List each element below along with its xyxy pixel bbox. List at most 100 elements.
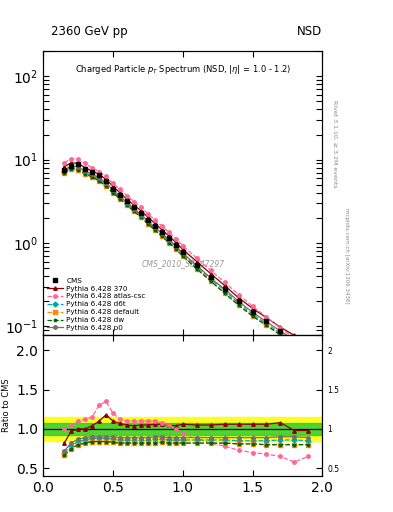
Pythia 6.428 d6t — [104, 182, 108, 188]
Pythia 6.428 dw — [306, 349, 310, 355]
Pythia 6.428 370 — [62, 164, 66, 170]
Pythia 6.428 atlas-csc — [76, 156, 81, 162]
Pythia 6.428 d6t — [236, 300, 241, 306]
Pythia 6.428 default — [195, 266, 199, 272]
Pythia 6.428 atlas-csc — [90, 165, 94, 171]
Line: Pythia 6.428 dw: Pythia 6.428 dw — [62, 167, 310, 354]
Pythia 6.428 p0 — [76, 164, 81, 170]
Pythia 6.428 dw — [138, 214, 143, 220]
Pythia 6.428 370 — [118, 190, 122, 196]
Pythia 6.428 d6t — [62, 168, 66, 175]
Pythia 6.428 atlas-csc — [173, 236, 178, 242]
Pythia 6.428 370 — [125, 196, 129, 202]
Pythia 6.428 d6t — [145, 219, 150, 225]
Pythia 6.428 default — [69, 165, 73, 172]
Pythia 6.428 default — [97, 178, 101, 184]
Pythia 6.428 p0 — [278, 328, 283, 334]
Pythia 6.428 d6t — [69, 165, 73, 171]
Text: NSD: NSD — [297, 26, 322, 38]
Pythia 6.428 370 — [69, 160, 73, 166]
Pythia 6.428 atlas-csc — [264, 314, 269, 320]
Pythia 6.428 p0 — [250, 309, 255, 315]
Pythia 6.428 atlas-csc — [97, 168, 101, 175]
Pythia 6.428 dw — [195, 266, 199, 272]
Text: 2360 GeV pp: 2360 GeV pp — [51, 26, 128, 38]
Pythia 6.428 dw — [167, 240, 171, 246]
Text: mcplots.cern.ch [arXiv:1306.3436]: mcplots.cern.ch [arXiv:1306.3436] — [344, 208, 349, 304]
Pythia 6.428 dw — [125, 202, 129, 208]
Line: Pythia 6.428 d6t: Pythia 6.428 d6t — [62, 166, 310, 352]
Pythia 6.428 dw — [264, 322, 269, 328]
Pythia 6.428 d6t — [222, 287, 227, 293]
Pythia 6.428 370 — [250, 305, 255, 311]
Pythia 6.428 d6t — [208, 276, 213, 282]
Pythia 6.428 d6t — [132, 207, 136, 213]
Pythia 6.428 p0 — [160, 230, 164, 237]
Pythia 6.428 default — [250, 313, 255, 319]
Pythia 6.428 p0 — [152, 224, 157, 230]
Pythia 6.428 atlas-csc — [167, 229, 171, 235]
Pythia 6.428 atlas-csc — [62, 160, 66, 166]
Pythia 6.428 atlas-csc — [160, 223, 164, 229]
Text: Charged Particle $p_T$ Spectrum (NSD, $|\eta|$ = 1.0 - 1.2): Charged Particle $p_T$ Spectrum (NSD, $|… — [75, 62, 291, 76]
Legend: CMS, Pythia 6.428 370, Pythia 6.428 atlas-csc, Pythia 6.428 d6t, Pythia 6.428 de: CMS, Pythia 6.428 370, Pythia 6.428 atla… — [47, 278, 146, 331]
Pythia 6.428 370 — [97, 171, 101, 177]
Pythia 6.428 atlas-csc — [208, 267, 213, 273]
Pythia 6.428 atlas-csc — [69, 156, 73, 162]
Pythia 6.428 d6t — [292, 339, 297, 345]
Pythia 6.428 d6t — [195, 264, 199, 270]
Pythia 6.428 default — [180, 253, 185, 259]
Pythia 6.428 p0 — [83, 168, 87, 174]
Pythia 6.428 default — [160, 233, 164, 239]
Line: Pythia 6.428 default: Pythia 6.428 default — [62, 167, 310, 354]
Pythia 6.428 d6t — [160, 231, 164, 237]
Pythia 6.428 atlas-csc — [83, 160, 87, 166]
Pythia 6.428 dw — [152, 227, 157, 233]
Pythia 6.428 d6t — [173, 244, 178, 250]
Pythia 6.428 atlas-csc — [278, 325, 283, 331]
Pythia 6.428 dw — [250, 313, 255, 319]
Pythia 6.428 default — [132, 208, 136, 215]
Pythia 6.428 370 — [160, 226, 164, 232]
Pythia 6.428 default — [306, 349, 310, 355]
Pythia 6.428 default — [62, 169, 66, 176]
Pythia 6.428 default — [145, 221, 150, 227]
Pythia 6.428 d6t — [306, 347, 310, 353]
Pythia 6.428 370 — [173, 239, 178, 245]
Pythia 6.428 370 — [222, 283, 227, 289]
Pythia 6.428 370 — [167, 233, 171, 239]
Pythia 6.428 dw — [69, 165, 73, 172]
Pythia 6.428 p0 — [145, 218, 150, 224]
Pythia 6.428 d6t — [138, 212, 143, 219]
Pythia 6.428 dw — [180, 253, 185, 259]
Pythia 6.428 p0 — [97, 175, 101, 181]
Pythia 6.428 d6t — [118, 195, 122, 201]
Line: Pythia 6.428 atlas-csc: Pythia 6.428 atlas-csc — [62, 157, 310, 350]
Pythia 6.428 370 — [132, 202, 136, 208]
Pythia 6.428 p0 — [167, 237, 171, 243]
Pythia 6.428 dw — [111, 190, 116, 196]
Pythia 6.428 default — [292, 340, 297, 347]
Pythia 6.428 default — [138, 214, 143, 220]
Pythia 6.428 d6t — [90, 173, 94, 179]
Pythia 6.428 default — [118, 196, 122, 202]
Pythia 6.428 dw — [90, 174, 94, 180]
Line: Pythia 6.428 370: Pythia 6.428 370 — [62, 161, 310, 346]
Pythia 6.428 dw — [160, 233, 164, 239]
Pythia 6.428 370 — [208, 270, 213, 276]
Pythia 6.428 370 — [83, 165, 87, 171]
Pythia 6.428 d6t — [152, 225, 157, 231]
Text: Rivet 3.1.10, ≥ 3.2M events: Rivet 3.1.10, ≥ 3.2M events — [332, 99, 337, 187]
Bar — [43, 422, 322, 435]
Pythia 6.428 default — [90, 174, 94, 180]
Pythia 6.428 atlas-csc — [145, 210, 150, 217]
Pythia 6.428 dw — [222, 290, 227, 296]
Pythia 6.428 370 — [278, 324, 283, 330]
Pythia 6.428 d6t — [278, 330, 283, 336]
Pythia 6.428 p0 — [132, 206, 136, 212]
Line: Pythia 6.428 p0: Pythia 6.428 p0 — [62, 164, 310, 350]
Pythia 6.428 dw — [292, 340, 297, 347]
Pythia 6.428 d6t — [83, 169, 87, 176]
Pythia 6.428 370 — [306, 340, 310, 347]
Pythia 6.428 370 — [152, 220, 157, 226]
